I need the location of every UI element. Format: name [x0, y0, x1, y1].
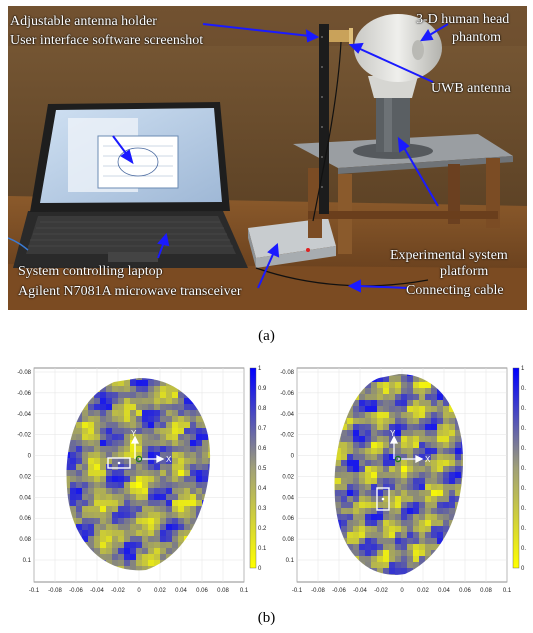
- y-tick-label: 0.02: [19, 474, 31, 480]
- colorbar-tick-label: 0.2: [258, 526, 266, 532]
- y-tick-label: 0.04: [282, 495, 294, 501]
- colorbar: [249, 367, 257, 569]
- colorbar: [512, 367, 520, 569]
- x-tick-label: 0: [400, 588, 404, 594]
- label-connecting-cable: Connecting cable: [406, 283, 504, 298]
- x-tick-label: 0.06: [196, 588, 208, 594]
- origin-marker: [394, 455, 402, 463]
- y-tick-label: 0: [28, 454, 32, 460]
- y-tick-label: -0.02: [280, 433, 294, 439]
- label-ui-screenshot: User interface software screenshot: [10, 33, 204, 48]
- x-tick-label: 0.1: [240, 588, 249, 594]
- photo-illustration: [8, 6, 527, 310]
- x-tick-label: -0.1: [292, 588, 303, 594]
- x-tick-label: 0: [137, 588, 141, 594]
- y-tick-label: 0.06: [19, 516, 31, 522]
- colorbar-tick-label: 0.: [521, 386, 526, 392]
- label-uwb-antenna: UWB antenna: [431, 81, 511, 96]
- x-tick-label: 0.04: [175, 588, 187, 594]
- x-tick-label: -0.02: [374, 588, 388, 594]
- colorbar-tick-label: 0.: [521, 406, 526, 412]
- label-head-phantom-line1: 3-D human head: [416, 12, 510, 27]
- x-tick-label: -0.06: [69, 588, 83, 594]
- x-tick-label: 0.08: [217, 588, 229, 594]
- colorbar-tick-label: 0.: [521, 526, 526, 532]
- y-tick-label: -0.06: [17, 391, 31, 397]
- y-tick-label: -0.08: [17, 370, 31, 376]
- axis-x-label: X: [425, 455, 431, 464]
- x-tick-label: 0.06: [459, 588, 471, 594]
- label-platform-line2: platform: [440, 264, 489, 279]
- y-tick-label: 0.02: [282, 474, 294, 480]
- colorbar-tick-label: 0.1: [258, 546, 266, 552]
- coordinate-axes: [389, 435, 424, 464]
- x-tick-label: 0.04: [438, 588, 450, 594]
- y-tick-label: 0.08: [19, 537, 31, 543]
- x-tick-label: -0.06: [332, 588, 346, 594]
- y-tick-label: 0.08: [282, 537, 294, 543]
- y-tick-label: 0.04: [19, 495, 31, 501]
- caption-a: (a): [258, 328, 275, 344]
- x-tick-label: -0.1: [29, 588, 40, 594]
- label-platform-line1: Experimental system: [390, 248, 508, 263]
- label-laptop: System controlling laptop: [18, 264, 163, 279]
- x-tick-label: -0.08: [311, 588, 325, 594]
- colorbar-tick-label: 0.: [521, 446, 526, 452]
- y-tick-label: 0.06: [282, 516, 294, 522]
- caption-b: (b): [257, 610, 276, 626]
- colorbar-tick-label: 0.: [521, 466, 526, 472]
- x-tick-label: -0.08: [48, 588, 62, 594]
- y-tick-label: -0.08: [280, 370, 294, 376]
- colorbar-tick-label: 0.3: [258, 506, 266, 512]
- plot-left-svg: -0.1 -0.08 -0.06 -0.04 -0.02 0 0.02 0.04 0.06 0.0…: [17, 366, 266, 594]
- y-tick-label: -0.02: [17, 433, 31, 439]
- y-tick-label: -0.06: [280, 391, 294, 397]
- x-tick-label: 0.02: [154, 588, 166, 594]
- x-tick-label: -0.02: [111, 588, 125, 594]
- detected-target-box: [376, 487, 390, 511]
- axis-y-label: Y: [131, 429, 137, 438]
- colorbar-tick-label: 0.6: [258, 446, 266, 452]
- colorbar-tick-label: 1: [258, 366, 262, 372]
- colorbar-tick-label: 1: [521, 366, 525, 372]
- colorbar-tick-label: 0.8: [258, 406, 266, 412]
- image-plot-right: -0.1 -0.08 -0.06 -0.04 -0.02 0 0.02 0.04 0.06 0.0…: [267, 360, 529, 600]
- x-tick-label: -0.04: [90, 588, 104, 594]
- image-plot-left: -0.1 -0.08 -0.06 -0.04 -0.02 0 0.02 0.04 0.06 0.0…: [4, 360, 266, 600]
- x-tick-label: 0.1: [503, 588, 512, 594]
- x-tick-label: 0.02: [417, 588, 429, 594]
- axis-x-label: X: [166, 455, 172, 464]
- axis-y-label: Y: [390, 429, 396, 438]
- y-tick-label: 0: [291, 454, 295, 460]
- target-point: [381, 497, 385, 501]
- y-tick-label: -0.04: [17, 412, 31, 418]
- colorbar-tick-label: 0.: [521, 546, 526, 552]
- detected-target-box: [107, 457, 131, 469]
- colorbar-tick-label: 0.4: [258, 486, 266, 492]
- y-tick-label: 0.1: [286, 558, 295, 564]
- x-tick-label: 0.08: [480, 588, 492, 594]
- colorbar-tick-label: 0.7: [258, 426, 266, 432]
- colorbar-tick-label: 0.5: [258, 466, 266, 472]
- label-head-phantom-line2: phantom: [452, 30, 501, 45]
- colorbar-tick-label: 0.: [521, 486, 526, 492]
- colorbar-tick-label: 0.9: [258, 386, 266, 392]
- colorbar-tick-label: 0: [521, 566, 525, 572]
- x-tick-label: -0.04: [353, 588, 367, 594]
- y-tick-label: -0.04: [280, 412, 294, 418]
- y-tick-label: 0.1: [23, 558, 32, 564]
- colorbar-tick-label: 0: [258, 566, 262, 572]
- colorbar-tick-label: 0.: [521, 506, 526, 512]
- origin-marker: [135, 455, 143, 463]
- experimental-setup-photo: Adjustable antenna holder User interface…: [8, 6, 527, 310]
- label-antenna-holder: Adjustable antenna holder: [10, 14, 157, 29]
- label-transceiver: Agilent N7081A microwave transceiver: [18, 284, 242, 299]
- coordinate-axes: [130, 435, 165, 464]
- target-point: [117, 461, 121, 465]
- plot-right-svg: -0.1 -0.08 -0.06 -0.04 -0.02 0 0.02 0.04 0.06 0.0…: [280, 366, 526, 594]
- colorbar-tick-label: 0.: [521, 426, 526, 432]
